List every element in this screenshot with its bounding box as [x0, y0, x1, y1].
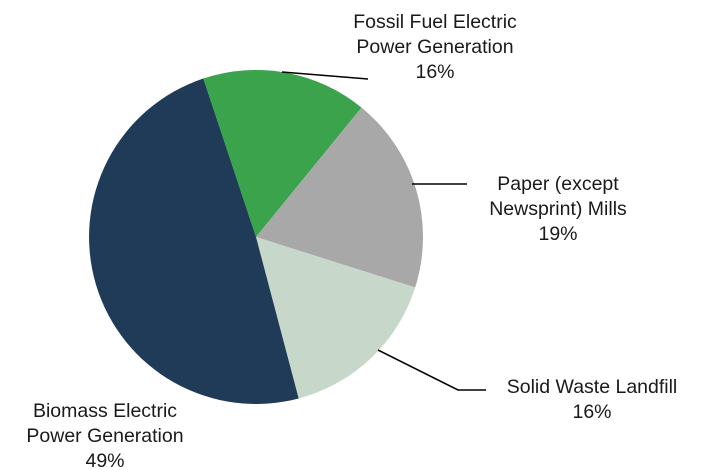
- pie-slice-solid-waste-landfill: [256, 237, 416, 399]
- slice-labels: Fossil Fuel Electric Power Generation 16% P…: [26, 11, 677, 470]
- slice-label-solid-waste-landfill: Solid Waste Landfill 16%: [507, 376, 678, 423]
- leader-lines: [281, 71, 486, 391]
- slice-name-line: Solid Waste Landfill: [507, 376, 678, 398]
- slice-name-line: Power Generation: [26, 425, 183, 447]
- slice-name-line: Fossil Fuel Electric: [353, 11, 517, 33]
- slice-label-biomass-electric-power-generation: Biomass Electric Power Generation 49%: [26, 400, 183, 470]
- slice-name-line: Biomass Electric: [33, 400, 177, 422]
- pie-slice-fossil-fuel-electric-power-generation: [203, 70, 362, 237]
- slice-percent-label: 16%: [572, 401, 611, 423]
- pie-slice-paper-except-newsprint-mills: [256, 107, 424, 288]
- slice-label-fossil-fuel-electric-power-generation: Fossil Fuel Electric Power Generation 16%: [353, 11, 517, 83]
- slice-percent-label: 49%: [85, 450, 124, 470]
- slice-label-paper-except-newsprint-mills: Paper (except Newsprint) Mills 19%: [489, 173, 627, 245]
- leader-line-fossil-fuel-electric-power-generation: [281, 71, 369, 80]
- slice-percent-label: 16%: [415, 61, 454, 83]
- pie-slices: [89, 70, 424, 404]
- pie-slice-biomass-electric-power-generation: [89, 78, 299, 404]
- slice-name-line: Paper (except: [497, 173, 619, 195]
- slice-name-line: Power Generation: [356, 36, 513, 58]
- slice-name-line: Newsprint) Mills: [489, 198, 627, 220]
- slice-percent-label: 19%: [538, 223, 577, 245]
- leader-line-solid-waste-landfill: [377, 349, 486, 391]
